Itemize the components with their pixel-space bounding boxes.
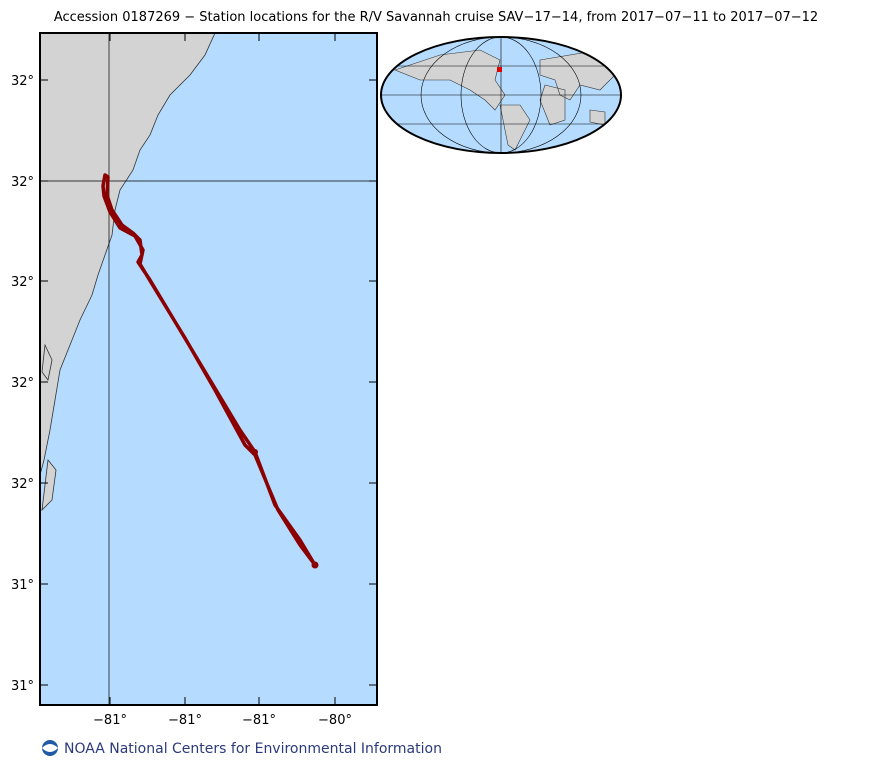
station (252, 449, 258, 455)
lon-label: −81° (93, 713, 127, 728)
lat-label: 32° (11, 74, 34, 89)
footer-text: NOAA National Centers for Environmental … (64, 741, 442, 757)
globe-outline (380, 36, 622, 154)
lat-label: 32° (11, 477, 34, 492)
location-marker (497, 67, 502, 72)
lat-label: 31° (11, 679, 34, 694)
island (41, 343, 57, 512)
lat-label: 32° (11, 175, 34, 190)
lat-label: 32° (11, 275, 34, 290)
lon-label: −80° (318, 713, 352, 728)
map-area (40, 33, 377, 705)
lat-label: 32° (11, 376, 34, 391)
cruise-track (101, 173, 317, 567)
ticks: 32° 32° 32° 32° 32° 31° 31° −81° −81° −81° −80° (11, 33, 377, 728)
map-title: Accession 0187269 − Station locations fo… (54, 10, 818, 25)
lon-label: −81° (168, 713, 202, 728)
continent (499, 104, 531, 151)
map-frame (39, 32, 378, 706)
lat-label: 31° (11, 578, 34, 593)
lon-label: −81° (242, 713, 276, 728)
land (40, 33, 216, 476)
inset-globe (380, 36, 622, 154)
station (311, 561, 319, 569)
noaa-logo (42, 740, 58, 756)
